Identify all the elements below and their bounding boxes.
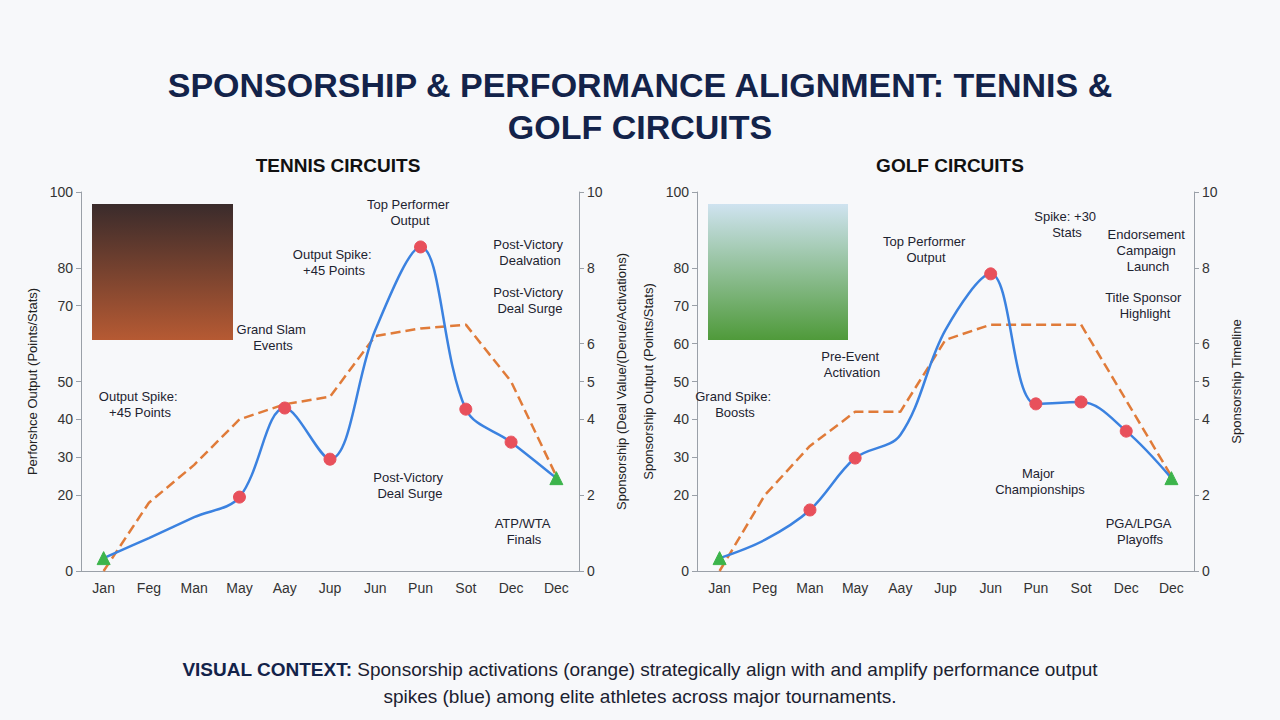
svg-text:20: 20 (57, 487, 73, 503)
svg-text:10: 10 (587, 184, 603, 200)
svg-text:Output Spike:: Output Spike: (293, 247, 375, 262)
svg-text:Man: Man (181, 580, 208, 596)
svg-text:Deal Surge: Deal Surge (497, 301, 562, 316)
svg-text:2: 2 (1202, 487, 1210, 503)
svg-text:Perforshce Output (Points/Stat: Perforshce Output (Points/Stats) (25, 288, 40, 475)
svg-text:Title Sponsor: Title Sponsor (1105, 290, 1185, 305)
svg-text:Post-Victory: Post-Victory (373, 470, 446, 485)
svg-text:Aay: Aay (888, 580, 912, 596)
svg-text:Playoffs: Playoffs (1117, 532, 1164, 547)
svg-text:8: 8 (587, 260, 595, 276)
svg-text:Grand Spike:: Grand Spike: (695, 389, 775, 404)
svg-text:PGA/LPGA: PGA/LPGA (1106, 516, 1175, 531)
svg-text:0: 0 (587, 563, 595, 579)
svg-text:Major: Major (1022, 466, 1058, 481)
svg-text:Stats: Stats (1052, 225, 1082, 240)
svg-text:Launch: Launch (1127, 259, 1170, 274)
svg-text:Jan: Jan (708, 580, 731, 596)
svg-text:Pun: Pun (1023, 580, 1048, 596)
svg-text:Sot: Sot (455, 580, 476, 596)
svg-text:Post-Victory: Post-Victory (493, 237, 566, 252)
svg-text:May: May (226, 580, 252, 596)
svg-text:Man: Man (796, 580, 823, 596)
svg-text:0: 0 (65, 563, 73, 579)
svg-text:Sponsorship Output (Points/Sta: Sponsorship Output (Points/Stats) (641, 283, 656, 480)
svg-text:Events: Events (253, 338, 293, 353)
svg-text:ATP/WTA: ATP/WTA (495, 516, 554, 531)
svg-text:6: 6 (1202, 336, 1210, 352)
svg-text:+45 Points: +45 Points (303, 263, 365, 278)
svg-text:Jup: Jup (934, 580, 957, 596)
svg-text:4: 4 (587, 411, 595, 427)
svg-text:Dec: Dec (1159, 580, 1184, 596)
svg-text:50: 50 (673, 374, 689, 390)
svg-text:Pre-Event: Pre-Event (821, 349, 882, 364)
svg-text:Peg: Peg (752, 580, 777, 596)
svg-text:4: 4 (1202, 411, 1210, 427)
svg-text:60: 60 (673, 336, 689, 352)
svg-text:20: 20 (673, 487, 689, 503)
svg-text:Sponsorship Timeline: Sponsorship Timeline (1229, 319, 1244, 443)
svg-text:+45 Points: +45 Points (109, 405, 171, 420)
svg-text:Deal Surge: Deal Surge (377, 486, 442, 501)
html-text:SPONSORSHIP & PERFORMANCE ALIG: SPONSORSHIP & PERFORMANCE ALIGNMENT: TEN… (167, 66, 1113, 146)
svg-text:8: 8 (1202, 260, 1210, 276)
svg-text:100: 100 (666, 184, 690, 200)
svg-text:GOLF CIRCUITS: GOLF CIRCUITS (876, 155, 1024, 176)
svg-text:70: 70 (57, 298, 73, 314)
svg-text:2: 2 (587, 487, 595, 503)
svg-text:Dec: Dec (1114, 580, 1139, 596)
svg-text:Top Performer: Top Performer (883, 234, 969, 249)
svg-text:5: 5 (587, 374, 595, 390)
svg-text:30: 30 (57, 449, 73, 465)
svg-text:Campaign: Campaign (1117, 243, 1180, 258)
svg-text:Post-Victory: Post-Victory (493, 285, 566, 300)
svg-text:100: 100 (50, 184, 74, 200)
svg-text:TENNIS CIRCUITS: TENNIS CIRCUITS (256, 155, 421, 176)
svg-text:May: May (842, 580, 868, 596)
svg-text:40: 40 (673, 411, 689, 427)
svg-text:Jun: Jun (979, 580, 1002, 596)
svg-text:Highlight: Highlight (1120, 306, 1171, 321)
svg-text:Finals: Finals (507, 532, 542, 547)
svg-text:Output Spike:: Output Spike: (99, 389, 181, 404)
svg-text:Sot: Sot (1071, 580, 1092, 596)
svg-text:Grand Slam: Grand Slam (237, 322, 310, 337)
svg-text:70: 70 (673, 298, 689, 314)
svg-text:Dec: Dec (499, 580, 524, 596)
svg-text:Activation: Activation (824, 365, 880, 380)
svg-text:6: 6 (587, 336, 595, 352)
svg-text:30: 30 (673, 449, 689, 465)
svg-text:Output: Output (390, 213, 429, 228)
svg-text:Championships: Championships (995, 482, 1085, 497)
svg-text:0: 0 (1202, 563, 1210, 579)
svg-text:10: 10 (1202, 184, 1218, 200)
svg-text:Jup: Jup (319, 580, 342, 596)
svg-text:Output: Output (906, 250, 945, 265)
svg-text:Top Performer: Top Performer (367, 197, 453, 212)
svg-text:Jan: Jan (92, 580, 115, 596)
svg-text:Dec: Dec (544, 580, 569, 596)
svg-text:80: 80 (57, 260, 73, 276)
svg-text:Endorsement: Endorsement (1108, 227, 1189, 242)
svg-text:Pun: Pun (408, 580, 433, 596)
svg-text:40: 40 (57, 411, 73, 427)
svg-text:Dealvation: Dealvation (499, 253, 560, 268)
svg-text:50: 50 (57, 374, 73, 390)
svg-text:Sponsorship (Deal Value/(Derue: Sponsorship (Deal Value/(Derue/Activatio… (614, 253, 629, 510)
svg-text:0: 0 (681, 563, 689, 579)
svg-text:Spike: +30: Spike: +30 (1034, 209, 1099, 224)
html-text:VISUAL CONTEXT: Sponsorship ac: VISUAL CONTEXT: Sponsorship activations … (182, 659, 1098, 707)
svg-text:Boosts: Boosts (715, 405, 755, 420)
svg-text:Feg: Feg (137, 580, 161, 596)
svg-text:5: 5 (1202, 374, 1210, 390)
svg-text:Aay: Aay (273, 580, 297, 596)
svg-text:80: 80 (673, 260, 689, 276)
svg-text:Jun: Jun (364, 580, 387, 596)
